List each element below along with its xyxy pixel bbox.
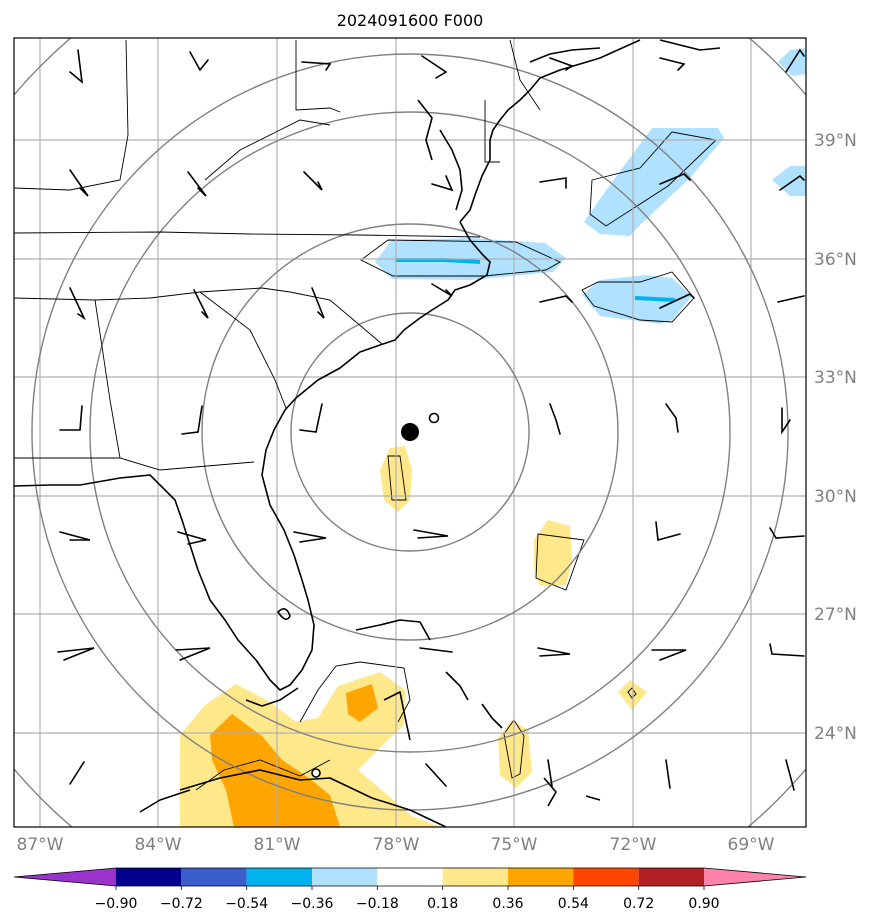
- tertiary-center-marker: [311, 768, 321, 778]
- lon-label: 81°W: [254, 835, 301, 855]
- lon-label: 69°W: [728, 835, 775, 855]
- colorbar-tick-label: 0.72: [623, 896, 654, 912]
- colorbar-segment: [181, 868, 247, 886]
- coastlines: [14, 39, 721, 827]
- state-borders: [14, 39, 541, 471]
- wind-barbs: [57, 48, 805, 791]
- colorbar-tick-label: −0.18: [356, 896, 399, 912]
- lat-label: 27°N: [814, 605, 857, 625]
- map-title: 2024091600 F000: [337, 11, 484, 30]
- colorbar-segment: [638, 868, 704, 886]
- colorbar-extend-low: [14, 868, 116, 886]
- lon-label: 72°W: [610, 835, 657, 855]
- storm-center-marker: [401, 423, 419, 441]
- longitude-labels: 87°W 84°W 81°W 78°W 75°W 72°W 69°W: [17, 835, 775, 855]
- colorbar-extend-high: [704, 868, 806, 886]
- lat-label: 30°N: [814, 487, 857, 507]
- colorbar-tick-label: 0.90: [688, 896, 719, 912]
- colorbar-segment: [377, 868, 443, 886]
- lon-label: 84°W: [135, 835, 182, 855]
- colorbar-segment: [246, 868, 312, 886]
- colorbar-segment: [442, 868, 508, 886]
- colorbar-segment: [312, 868, 378, 886]
- colorbar-tick-label: −0.72: [160, 896, 203, 912]
- colorbar-tick-label: −0.90: [95, 896, 138, 912]
- colorbar-tick-label: 0.18: [427, 896, 458, 912]
- colorbar-segment: [116, 868, 182, 886]
- colorbar: −0.90 −0.72 −0.54 −0.36 −0.18 0.18 0.36 0.54 0.7…: [13, 867, 807, 912]
- lat-label: 33°N: [814, 368, 857, 388]
- colorbar-segment: [573, 868, 639, 886]
- graticule: [14, 38, 806, 827]
- colorbar-tick-label: −0.36: [291, 896, 334, 912]
- lon-label: 87°W: [17, 835, 64, 855]
- secondary-center-marker: [428, 412, 440, 424]
- lat-label: 39°N: [814, 131, 857, 151]
- colorbar-segment: [508, 868, 574, 886]
- latitude-labels: 39°N 36°N 33°N 30°N 27°N 24°N: [814, 131, 857, 744]
- lat-label: 36°N: [814, 250, 857, 270]
- map-frame: [13, 37, 807, 828]
- lon-label: 78°W: [373, 835, 420, 855]
- lat-label: 24°N: [814, 724, 857, 744]
- colorbar-tick-label: 0.36: [492, 896, 523, 912]
- lon-label: 75°W: [491, 835, 538, 855]
- colorbar-tick-label: 0.54: [558, 896, 589, 912]
- colorbar-tick-label: −0.54: [225, 896, 268, 912]
